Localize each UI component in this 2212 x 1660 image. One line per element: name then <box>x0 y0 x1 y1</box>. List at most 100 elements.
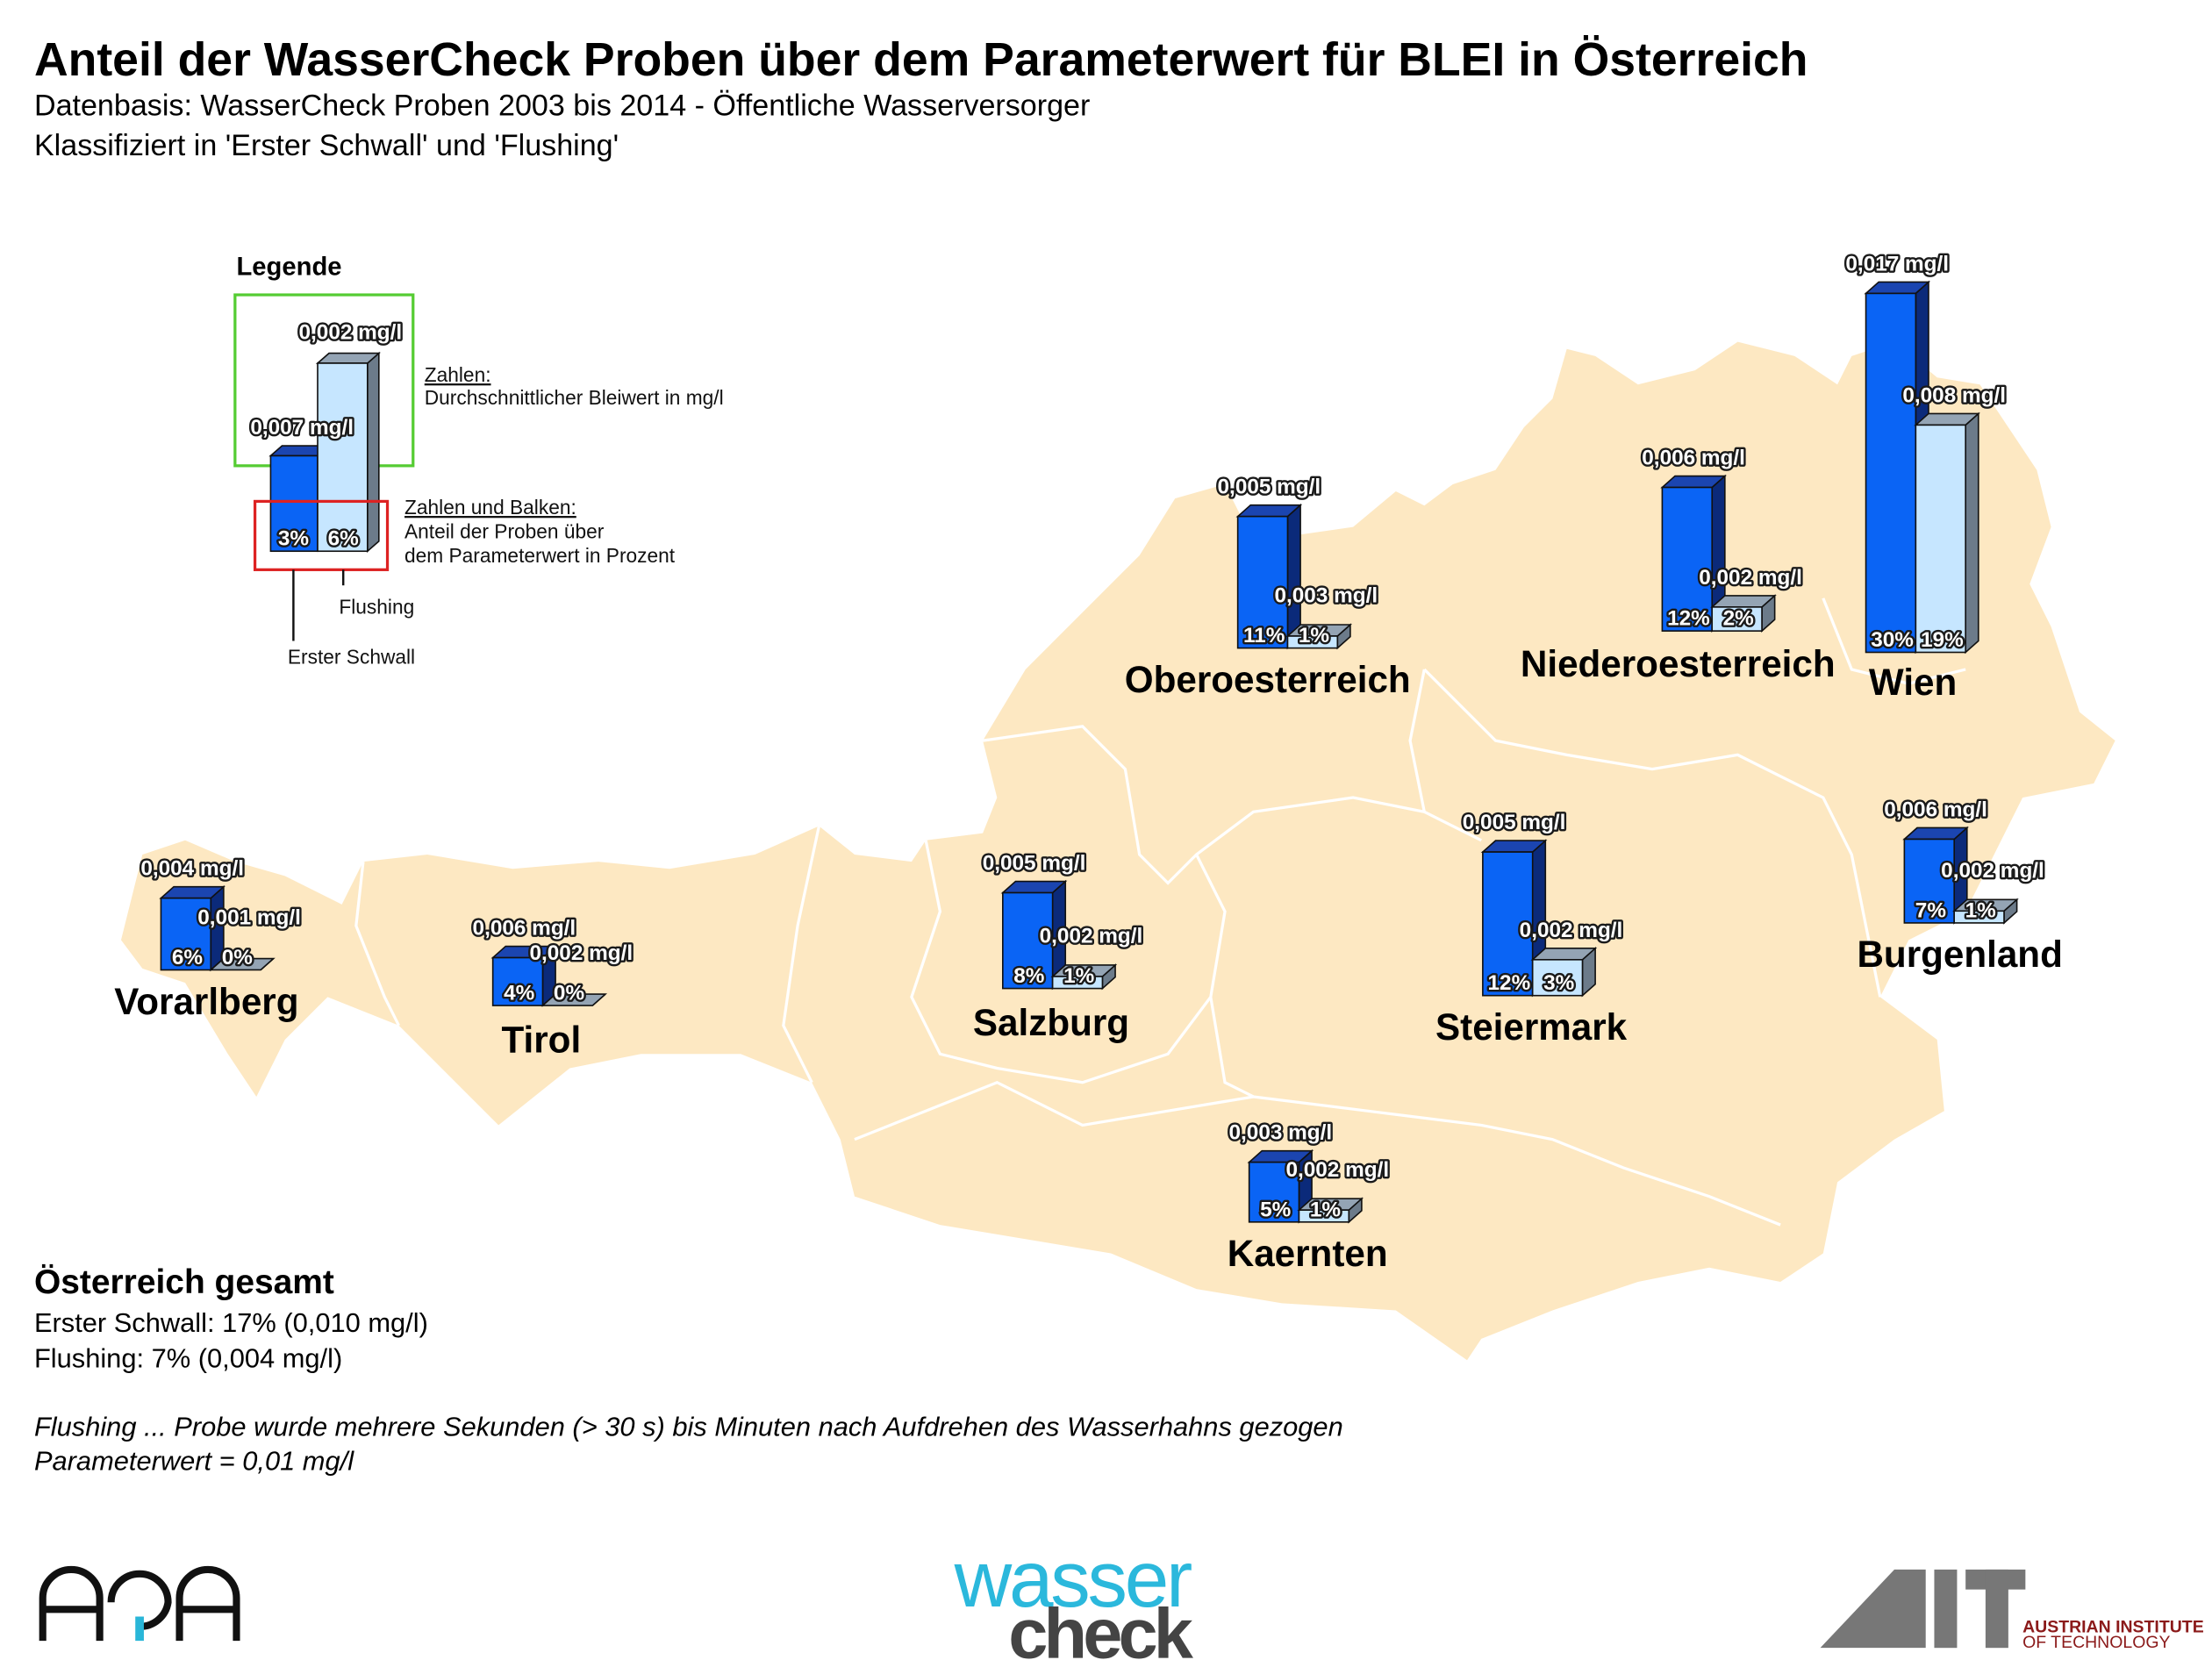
value-label: 1% <box>1063 964 1094 988</box>
legend-bar-top <box>315 352 381 364</box>
region-name: Vorarlberg <box>114 981 298 1022</box>
legend-percentage: 3% <box>278 527 309 551</box>
bar <box>1915 424 1966 654</box>
logo-shape <box>39 1565 104 1642</box>
bar <box>1298 1209 1350 1223</box>
summary-line: Flushing: 7% (0,004 mg/l) <box>34 1342 342 1373</box>
bar <box>1248 1161 1300 1223</box>
concentration-label: 0,005 mg/l <box>1218 476 1321 499</box>
legend-bar-side <box>367 351 380 554</box>
concentration-label: 0,002 mg/l <box>1285 1158 1389 1182</box>
concentration-label: 0,002 mg/l <box>529 941 633 965</box>
concentration-label: 0,004 mg/l <box>140 857 244 881</box>
logo-text: check <box>1008 1595 1193 1660</box>
austria-map <box>120 341 2115 1361</box>
bar-top <box>540 993 608 1006</box>
aqa-logo <box>39 1565 240 1642</box>
value-label: 6% <box>172 946 203 970</box>
bar <box>1711 606 1763 632</box>
legend-percentage: 6% <box>328 527 359 551</box>
concentration-label: 0,008 mg/l <box>1902 383 2006 407</box>
region-name: Niederoesterreich <box>1521 643 1836 684</box>
bar <box>1531 958 1584 997</box>
bar <box>1001 891 1054 990</box>
logo-text: OF TECHNOLOGY <box>2022 1633 2170 1652</box>
legend-note: Zahlen und Balken: <box>404 496 576 519</box>
logo-shape <box>1934 1569 1958 1649</box>
logo-shape <box>1820 1569 1926 1649</box>
bar <box>491 956 544 1006</box>
legend-note: Durchschnittlicher Bleiwert in mg/l <box>425 386 724 409</box>
bar <box>1482 851 1534 997</box>
bar <box>1236 515 1289 649</box>
concentration-label: 0,003 mg/l <box>1229 1121 1333 1145</box>
bar-side <box>1965 411 1979 655</box>
value-label: 0% <box>222 946 253 970</box>
legend-bar <box>269 454 319 553</box>
value-label: 1% <box>1965 898 1996 922</box>
value-label: 5% <box>1260 1198 1291 1221</box>
legend-series-label: Flushing <box>339 596 414 619</box>
bar <box>1051 976 1104 990</box>
summary-title: Österreich gesamt <box>34 1263 334 1301</box>
value-label: 30% <box>1871 628 1914 652</box>
region-name: Steiermark <box>1435 1006 1628 1048</box>
value-label: 1% <box>1299 624 1329 648</box>
value-label: 0% <box>554 982 584 1005</box>
region-borders <box>354 597 1966 1227</box>
bar <box>1286 635 1339 649</box>
legend-series-label: Erster Schwall <box>288 645 415 668</box>
bar <box>1865 292 1917 654</box>
region-name: Kaernten <box>1228 1233 1388 1274</box>
region-name: Tirol <box>502 1020 582 1061</box>
bars: Vorarlberg 6% 0% 0,004 mg/l 0,001 mg/l Tirol 4… <box>114 250 2063 1274</box>
logo-shape <box>107 1570 172 1630</box>
region-name: Wien <box>1869 662 1957 703</box>
bar <box>1661 486 1714 632</box>
value-label: 2% <box>1723 607 1754 631</box>
subtitle: Klassifiziert in 'Erster Schwall' und 'F… <box>34 129 619 162</box>
legend-title: Legende <box>236 253 341 281</box>
concentration-label: 0,017 mg/l <box>1845 252 1949 275</box>
legend-note: dem Parameterwert in Prozent <box>404 544 676 567</box>
logo-text: wasser <box>954 1535 1192 1624</box>
value-label: 11% <box>1243 624 1285 648</box>
legend-note: Anteil der Proben über <box>404 520 605 543</box>
note: Flushing ... Probe wurde mehrere Sekunde… <box>34 1411 1343 1442</box>
subtitle: Datenbasis: WasserCheck Proben 2003 bis … <box>34 89 1090 123</box>
bar-top <box>209 957 276 971</box>
legend: Legende 0,007 mg/l 0,002 mg/l 3% 6% Zahl… <box>233 253 724 668</box>
legend-concentration: 0,002 mg/l <box>299 320 403 344</box>
legend-bar <box>317 362 369 553</box>
concentration-label: 0,006 mg/l <box>1642 447 1745 470</box>
concentration-label: 0,002 mg/l <box>1520 919 1623 942</box>
concentration-label: 0,006 mg/l <box>1884 798 1987 821</box>
note: Parameterwert = 0,01 mg/l <box>34 1445 354 1476</box>
concentration-label: 0,002 mg/l <box>1040 925 1143 948</box>
bar <box>1953 910 2005 924</box>
legend-concentration: 0,007 mg/l <box>250 416 354 440</box>
legend-note: Zahlen: <box>425 363 491 386</box>
value-label: 3% <box>1543 971 1574 995</box>
legend-box <box>253 499 390 571</box>
region-name: Salzburg <box>973 1002 1129 1043</box>
value-label: 4% <box>504 982 534 1005</box>
bar <box>160 897 212 971</box>
concentration-label: 0,005 mg/l <box>983 852 1086 876</box>
concentration-label: 0,001 mg/l <box>197 906 301 930</box>
concentration-label: 0,002 mg/l <box>1941 859 2044 883</box>
region-name: Burgenland <box>1857 934 2062 975</box>
value-label: 8% <box>1013 964 1044 988</box>
value-label: 12% <box>1488 971 1531 995</box>
summary-line: Erster Schwall: 17% (0,010 mg/l) <box>34 1307 428 1338</box>
concentration-label: 0,006 mg/l <box>473 917 576 941</box>
title: Anteil der WasserCheck Proben über dem P… <box>34 34 1808 86</box>
logo-text: AUSTRIAN INSTITUTE <box>2022 1617 2204 1636</box>
concentration-label: 0,003 mg/l <box>1274 584 1378 608</box>
region-name: Oberoesterreich <box>1125 659 1411 700</box>
value-label: 19% <box>1921 628 1964 652</box>
value-label: 12% <box>1667 607 1710 631</box>
ait-logo <box>1820 1569 2026 1649</box>
value-label: 1% <box>1310 1198 1341 1221</box>
